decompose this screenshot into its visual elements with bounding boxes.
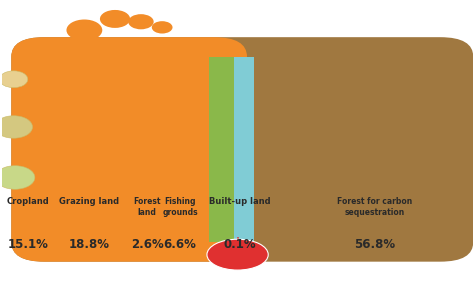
Text: Forest for carbon
sequestration: Forest for carbon sequestration (337, 197, 412, 217)
Circle shape (66, 19, 102, 41)
Text: 18.8%: 18.8% (69, 238, 109, 251)
Circle shape (152, 21, 173, 34)
Circle shape (0, 116, 33, 138)
FancyBboxPatch shape (234, 57, 254, 242)
FancyBboxPatch shape (210, 57, 234, 242)
Text: Fishing
grounds: Fishing grounds (162, 197, 198, 217)
Circle shape (128, 14, 154, 29)
Text: Cropland: Cropland (7, 197, 49, 206)
Text: Forest
land: Forest land (133, 197, 161, 217)
FancyBboxPatch shape (11, 37, 474, 262)
Text: 15.1%: 15.1% (8, 238, 48, 251)
Circle shape (100, 10, 130, 28)
Text: 0.1%: 0.1% (224, 238, 256, 251)
Circle shape (0, 166, 35, 189)
Text: 2.6%: 2.6% (131, 238, 164, 251)
Text: Built-up land: Built-up land (209, 197, 271, 206)
Text: Grazing land: Grazing land (59, 197, 119, 206)
Text: 56.8%: 56.8% (354, 238, 395, 251)
Circle shape (0, 71, 28, 88)
Ellipse shape (207, 239, 268, 270)
Text: 6.6%: 6.6% (164, 238, 197, 251)
FancyBboxPatch shape (11, 37, 247, 262)
FancyBboxPatch shape (134, 57, 219, 242)
